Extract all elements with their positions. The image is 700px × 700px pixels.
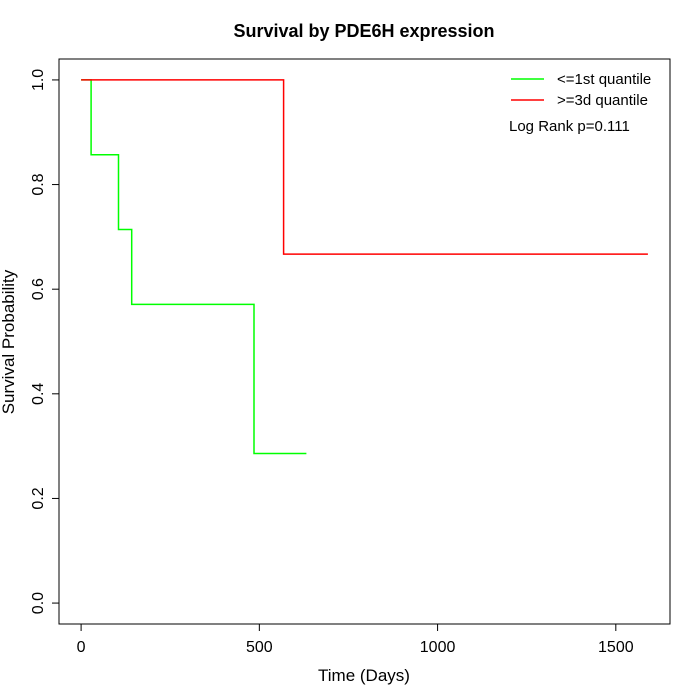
legend-label: >=3d quantile	[557, 92, 648, 109]
chart-title: Survival by PDE6H expression	[233, 21, 494, 41]
x-tick-label: 1000	[420, 639, 456, 656]
series-line-1	[81, 79, 307, 455]
y-tick-label: 0.2	[30, 487, 47, 509]
series-layer	[81, 79, 648, 455]
legend-label: <=1st quantile	[557, 71, 651, 88]
legend: <=1st quantile >=3d quantile	[511, 71, 651, 109]
x-axis-label: Time (Days)	[318, 666, 410, 685]
x-axis: 0 500 1000 1500	[77, 623, 634, 656]
y-axis-label: Survival Probability	[0, 269, 18, 414]
y-tick-label: 0.4	[30, 383, 47, 405]
y-tick-label: 0.6	[30, 278, 47, 300]
log-rank-annotation: Log Rank p=0.111	[509, 118, 630, 135]
y-tick-label: 0.0	[30, 592, 47, 614]
x-tick-label: 500	[246, 639, 273, 656]
x-tick-label: 1500	[598, 639, 634, 656]
series-line-2	[81, 79, 648, 255]
y-axis: 0.0 0.2 0.4 0.6 0.8 1.0	[30, 69, 60, 614]
x-tick-label: 0	[77, 639, 86, 656]
y-tick-label: 0.8	[30, 173, 47, 195]
y-tick-label: 1.0	[30, 69, 47, 91]
plot-frame	[58, 58, 671, 625]
